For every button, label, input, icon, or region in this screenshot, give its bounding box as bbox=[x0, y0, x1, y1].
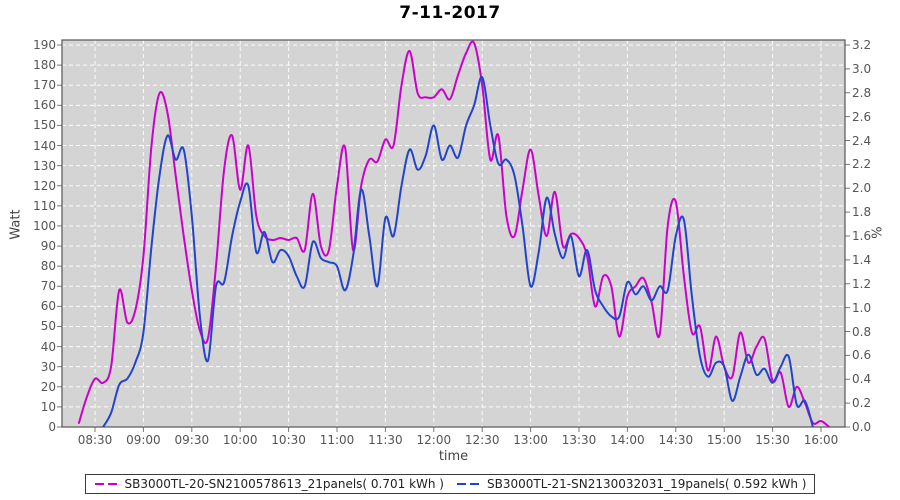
x-tick-label: 15:00 bbox=[706, 433, 742, 447]
series-line-2 bbox=[102, 76, 814, 427]
y-left-tick-label: 180 bbox=[33, 58, 56, 73]
y-left-tick-label: 0 bbox=[48, 420, 56, 434]
y-left-tick-label: 190 bbox=[33, 38, 56, 52]
x-tick-label: 09:00 bbox=[126, 433, 161, 447]
x-axis-label: time bbox=[438, 449, 469, 464]
y-left-tick-label: 60 bbox=[40, 299, 56, 314]
y-right-tick-label: 2.8 bbox=[852, 85, 872, 100]
y-left-tick-label: 130 bbox=[33, 158, 56, 173]
y-left-tick-label: 10 bbox=[40, 399, 56, 414]
legend-line-sample-series-1 bbox=[94, 483, 119, 485]
y-left-tick-label: 100 bbox=[33, 218, 56, 233]
x-tick-label: 12:00 bbox=[416, 433, 452, 447]
y-right-tick-label: 2.2 bbox=[852, 157, 872, 172]
y-left-tick-label: 30 bbox=[40, 359, 56, 374]
y-left-tick-label: 170 bbox=[33, 78, 56, 93]
plot-border bbox=[61, 39, 846, 428]
y-left-tick-label: 110 bbox=[33, 198, 56, 213]
y-left-tick-label: 140 bbox=[33, 138, 56, 153]
y-right-tick-label: 1.4 bbox=[852, 252, 872, 267]
x-tick-label: 16:00 bbox=[803, 433, 839, 447]
legend-wrap: SB3000TL-20-SN2100578613_21panels( 0.701… bbox=[0, 474, 900, 494]
y-left-tick-label: 150 bbox=[33, 118, 56, 133]
y-right-tick-label: 0.0 bbox=[852, 420, 872, 434]
plot-background bbox=[62, 40, 845, 427]
y-right-tick-label: 2.0 bbox=[852, 181, 872, 196]
legend-line-sample-series-2 bbox=[457, 483, 481, 485]
y-right-tick-label: 0.4 bbox=[852, 372, 872, 387]
y-right-tick-label: 2.6 bbox=[852, 109, 872, 124]
x-tick-label: 11:00 bbox=[319, 433, 355, 447]
y-left-tick-label: 90 bbox=[40, 239, 56, 254]
y-left-tick-label: 70 bbox=[40, 279, 56, 294]
y-right-tick-label: 3.2 bbox=[852, 38, 872, 52]
y-left-tick-label: 50 bbox=[40, 319, 56, 334]
chart-title: 7-11-2017 bbox=[399, 3, 501, 23]
y-right-tick-label: 0.2 bbox=[852, 396, 872, 411]
legend-label-series-1: SB3000TL-20-SN2100578613_21panels( 0.701… bbox=[124, 477, 444, 491]
y-right-tick-label: 0.8 bbox=[852, 324, 872, 339]
x-tick-label: 08:30 bbox=[77, 433, 113, 447]
y-left-tick-label: 80 bbox=[40, 259, 56, 274]
y-left-tick-label: 120 bbox=[33, 178, 56, 193]
x-tick-label: 12:30 bbox=[464, 433, 500, 447]
x-tick-label: 13:30 bbox=[561, 433, 597, 447]
x-tick-label: 14:30 bbox=[658, 433, 694, 447]
y-right-tick-label: 1.6 bbox=[852, 229, 872, 243]
y-left-tick-label: 160 bbox=[33, 98, 56, 113]
y-right-tick-label: 3.0 bbox=[852, 61, 872, 76]
x-tick-label: 14:00 bbox=[610, 433, 645, 447]
plot-area bbox=[57, 39, 850, 432]
y-left-tick-label: 20 bbox=[40, 379, 56, 394]
legend: SB3000TL-20-SN2100578613_21panels( 0.701… bbox=[84, 474, 816, 494]
legend-item: SB3000TL-20-SN2100578613_21panels( 0.701… bbox=[94, 477, 444, 491]
y-right-tick-label: 1.0 bbox=[852, 300, 872, 315]
x-tick-label: 13:00 bbox=[513, 433, 548, 447]
x-tick-label: 11:30 bbox=[368, 433, 403, 447]
y-right-tick-label: 1.2 bbox=[852, 276, 872, 291]
x-tick-label: 09:30 bbox=[174, 433, 210, 447]
legend-label-series-2: SB3000TL-21-SN2130032031_19panels( 0.592… bbox=[487, 477, 807, 491]
y-right-tick-label: 0.6 bbox=[852, 348, 872, 363]
x-tick-label: 15:30 bbox=[755, 433, 790, 447]
y-right-tick-label: 2.4 bbox=[852, 133, 872, 148]
y-right-tick-label: 1.8 bbox=[852, 205, 872, 220]
y-left-tick-label: 40 bbox=[40, 339, 56, 354]
x-tick-label: 10:30 bbox=[271, 433, 306, 447]
x-tick-label: 10:00 bbox=[222, 433, 258, 447]
legend-item: SB3000TL-21-SN2130032031_19panels( 0.592… bbox=[456, 477, 806, 491]
